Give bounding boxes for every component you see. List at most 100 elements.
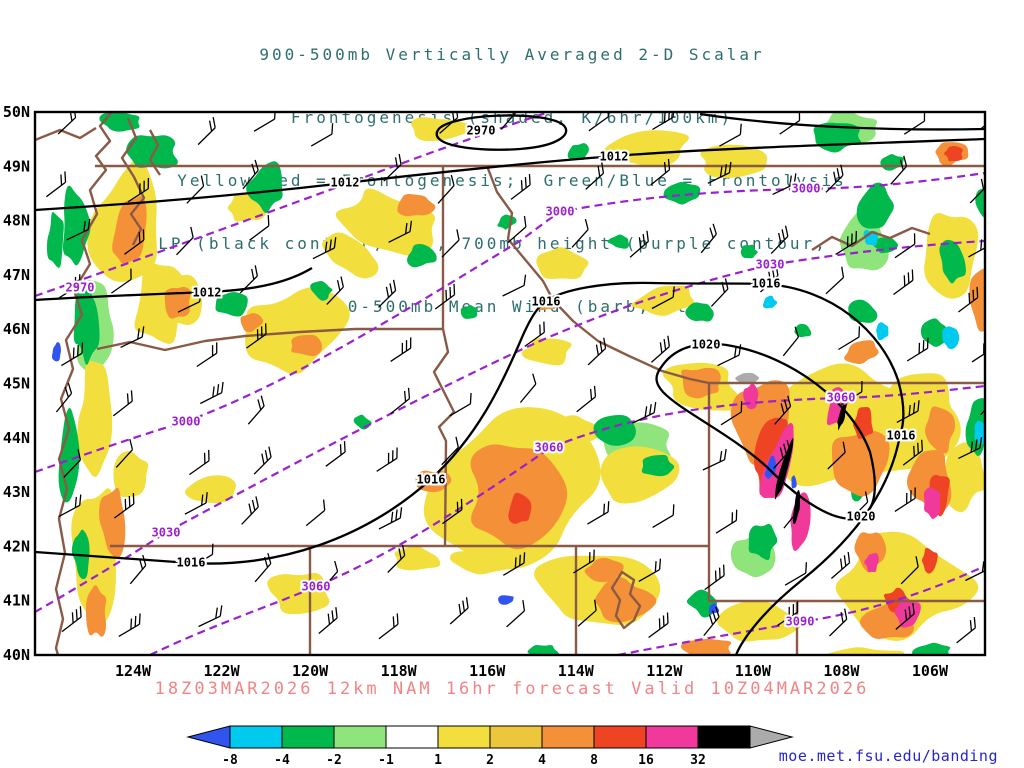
wind-barb <box>61 342 84 367</box>
height-contour <box>35 112 553 298</box>
map-border <box>33 110 987 657</box>
wind-barb <box>441 229 460 258</box>
lat-label: 46N <box>3 320 30 338</box>
wind-barb <box>841 381 863 406</box>
wind-barb <box>903 112 926 135</box>
state-border <box>485 165 710 385</box>
wind-barb <box>239 265 258 294</box>
shaded-region-green <box>126 135 178 169</box>
mslp-contour-label: 1012 <box>600 150 629 164</box>
wind-barb <box>774 395 792 425</box>
shaded-region-yellow <box>943 442 985 513</box>
wind-barb <box>893 269 914 296</box>
wind-barb <box>896 400 920 423</box>
wind-barb <box>114 493 135 519</box>
shaded-region-red <box>508 492 532 524</box>
wind-barb <box>186 175 205 204</box>
lat-label: 44N <box>3 429 30 447</box>
shaded-region-cyan <box>876 322 889 341</box>
wind-barb <box>310 123 334 147</box>
shaded-region-yellow <box>410 117 473 142</box>
wind-barb <box>770 225 789 255</box>
lon-label: 108W <box>823 662 860 680</box>
wind-barb <box>958 437 983 459</box>
wind-barb <box>651 286 675 310</box>
shaded-region-orange <box>844 340 879 364</box>
wind-barb <box>890 155 908 185</box>
shaded-region-green <box>99 112 140 132</box>
height-contour-label: 3030 <box>152 526 181 540</box>
shaded-region-yellow <box>322 232 379 279</box>
shaded-region-cyan <box>762 295 778 309</box>
wind-barb <box>191 543 214 568</box>
mslp-contour <box>435 114 568 151</box>
state-border <box>811 226 931 252</box>
shaded-region-green <box>567 143 589 161</box>
colorbar-cell <box>541 725 595 749</box>
shaded-region-red <box>943 145 963 162</box>
colorbar-tick-label: -4 <box>274 753 290 768</box>
lat-label: 41N <box>3 592 30 610</box>
shaded-region-yellow <box>599 130 689 166</box>
shaded-region-green <box>310 281 333 301</box>
credit-url: moe.met.fsu.edu/banding <box>778 747 998 765</box>
lon-label: 114W <box>558 662 595 680</box>
height-contours-layer <box>35 112 985 655</box>
shaded-region-green <box>46 212 64 268</box>
wind-barb <box>434 283 456 310</box>
mslp-contour-label: 1016 <box>177 556 206 570</box>
wind-barb <box>715 509 738 534</box>
state-border <box>148 129 161 176</box>
shaded-region-orange <box>291 334 322 357</box>
wind-barb <box>196 342 218 368</box>
wind-barb <box>184 492 208 515</box>
wind-barb <box>965 558 985 582</box>
shaded-region-green <box>353 414 372 430</box>
wind-barb <box>825 164 844 193</box>
wind-barb <box>827 441 846 470</box>
colorbar-tick-label: 8 <box>590 753 598 768</box>
wind-barb <box>576 385 597 413</box>
wind-barb <box>246 323 267 349</box>
shaded-region-yellow <box>394 546 441 571</box>
shaded-region-yellow <box>700 144 768 178</box>
shaded-region-green <box>73 280 100 365</box>
wind-barb <box>500 112 518 130</box>
wind-barb <box>376 447 398 472</box>
wind-barb <box>519 373 537 403</box>
shaded-region-orange <box>595 577 657 623</box>
shaded-region-yellow <box>631 285 695 316</box>
shaded-region-cyan <box>974 420 985 445</box>
wind-barb <box>390 387 411 415</box>
wind-barb <box>129 554 147 585</box>
shaded-region-cyan <box>942 326 960 350</box>
wind-barb <box>652 504 675 528</box>
wind-barb <box>587 501 610 525</box>
shaded-region-green <box>794 323 812 338</box>
wind-barb <box>312 237 337 260</box>
shaded-region-yellow <box>547 415 601 444</box>
wind-barb <box>442 498 463 525</box>
state-borders-layer <box>35 112 985 655</box>
wind-barb <box>524 321 545 347</box>
wind-barb <box>894 233 916 259</box>
colorbar-cell <box>333 725 387 749</box>
wind-barb <box>717 344 742 367</box>
wind-barb <box>58 274 81 299</box>
height-contour-label: 2970 <box>66 281 95 295</box>
lat-label: 47N <box>3 266 30 284</box>
wind-barb <box>112 390 133 417</box>
shaded-region-green <box>593 414 636 446</box>
wind-barb <box>378 507 403 530</box>
height-contour <box>149 384 985 655</box>
wind-barb <box>704 564 725 591</box>
wind-barb <box>782 326 800 357</box>
wind-barb <box>650 158 671 186</box>
shaded-region-yellow <box>450 545 509 575</box>
shaded-region-orange <box>415 470 452 493</box>
wind-barb <box>650 335 670 363</box>
wind-barb <box>318 607 338 634</box>
wind-barb <box>127 177 150 203</box>
wind-barb <box>115 438 134 468</box>
wind-barb <box>449 392 472 417</box>
